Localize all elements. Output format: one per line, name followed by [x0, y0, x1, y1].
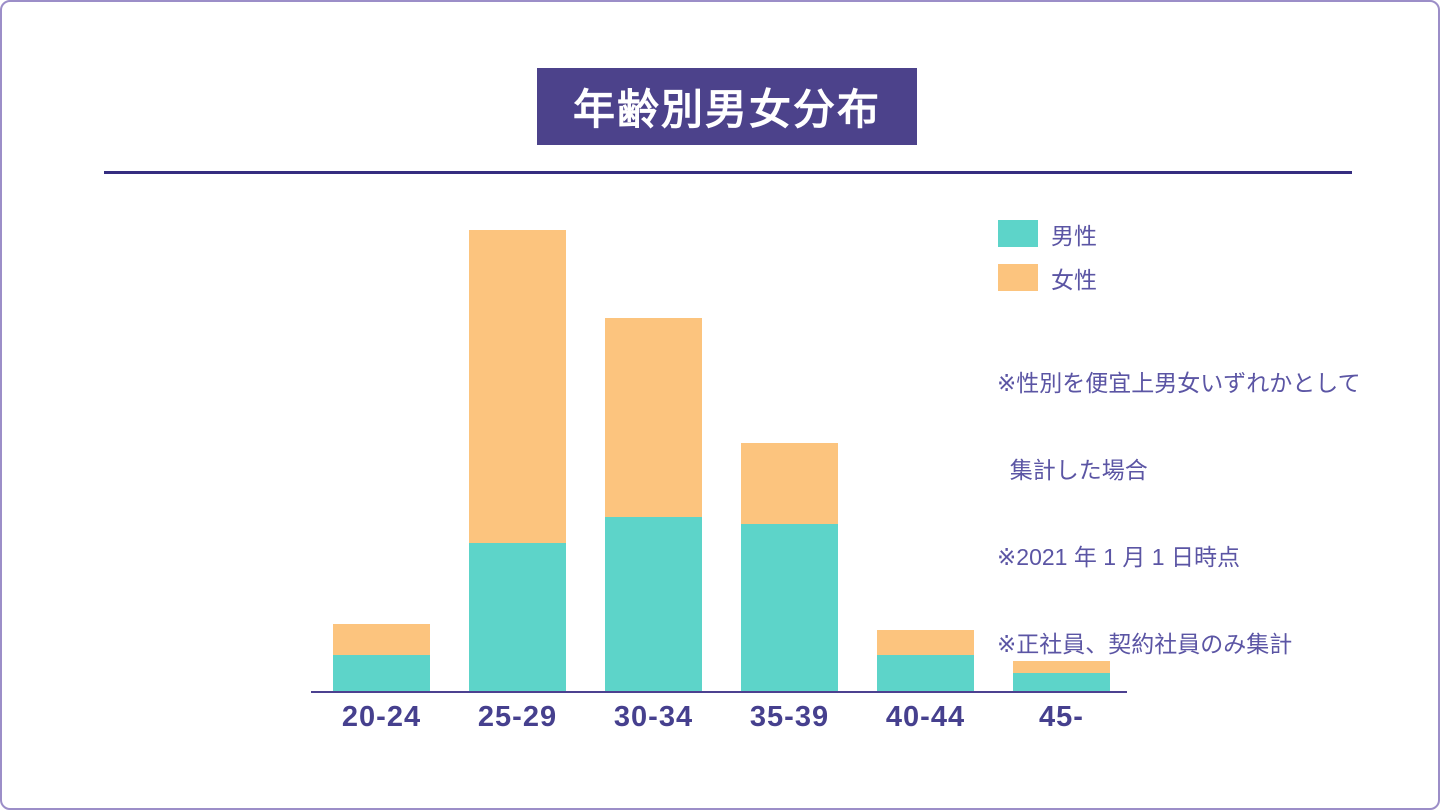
footnotes: ※性別を便宜上男女いずれかとして 集計した場合 ※2021 年 1 月 1 日時… [997, 311, 1361, 717]
bar-segment-male [605, 517, 702, 691]
x-tick-label: 25-29 [477, 701, 558, 733]
bar-segment-male [333, 655, 430, 691]
bar-segment-male [469, 543, 566, 691]
bar-segment-female [877, 630, 974, 655]
footnote-line: ※正社員、契約社員のみ集計 [997, 631, 1293, 657]
footnote-line: ※性別を便宜上男女いずれかとして [997, 370, 1361, 396]
bar-segment-female [605, 318, 702, 517]
bar-segment-female [333, 624, 430, 655]
bar-35-39 [741, 443, 838, 691]
bar-30-34 [605, 318, 702, 691]
title-divider-line [104, 171, 1352, 174]
chart-legend: 男性 女性 [998, 220, 1097, 308]
x-tick-label: 45- [1039, 701, 1084, 733]
bar-segment-female [469, 230, 566, 543]
footnote-line: ※2021 年 1 月 1 日時点 [997, 544, 1240, 570]
x-tick-label: 40-44 [885, 701, 966, 733]
legend-label-female: 女性 [1051, 266, 1097, 293]
bar-segment-male [741, 524, 838, 691]
bar-segment-male [1013, 673, 1110, 691]
x-tick-label: 20-24 [341, 701, 422, 733]
female-color-swatch [998, 264, 1038, 291]
bar-segment-female [1013, 661, 1110, 673]
footnote-line: 集計した場合 [997, 457, 1148, 483]
x-tick-label: 30-34 [613, 701, 694, 733]
bar-segment-male [877, 655, 974, 691]
bar-chart-plot: 20-24 25-29 30-34 35-39 40-44 45- [311, 202, 1127, 733]
chart-title-box: 年齢別男女分布 [537, 68, 917, 145]
legend-label-male: 男性 [1051, 222, 1097, 249]
bar-segment-female [741, 443, 838, 524]
bar-45- [1013, 661, 1110, 691]
bar-25-29 [469, 230, 566, 691]
bar-20-24 [333, 624, 430, 691]
male-color-swatch [998, 220, 1038, 247]
chart-title: 年齢別男女分布 [572, 86, 881, 133]
legend-item-female: 女性 [998, 264, 1097, 293]
legend-item-male: 男性 [998, 220, 1097, 249]
x-tick-label: 35-39 [749, 701, 830, 733]
bar-40-44 [877, 630, 974, 691]
